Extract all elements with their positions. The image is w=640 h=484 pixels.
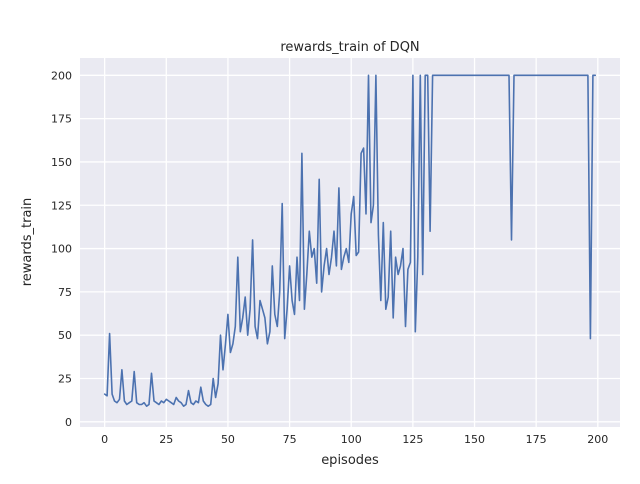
- x-tick-label: 0: [101, 433, 108, 446]
- y-tick-label: 200: [51, 69, 72, 82]
- y-tick-label: 0: [65, 416, 72, 429]
- y-tick-label: 125: [51, 199, 72, 212]
- y-tick-label: 50: [58, 329, 72, 342]
- x-tick-labels: 0 25 50 75 100 125 150 175 200: [101, 433, 608, 446]
- x-tick-label: 200: [587, 433, 608, 446]
- x-tick-label: 75: [283, 433, 297, 446]
- chart-title: rewards_train of DQN: [280, 40, 419, 55]
- x-tick-label: 50: [221, 433, 235, 446]
- rewards-line-series: [103, 74, 597, 407]
- y-tick-label: 25: [58, 372, 72, 385]
- x-axis-label: episodes: [321, 453, 379, 468]
- y-tick-label: 150: [51, 156, 72, 169]
- y-tick-label: 100: [51, 243, 72, 256]
- x-tick-label: 100: [341, 433, 362, 446]
- y-tick-label: 175: [51, 113, 72, 126]
- x-tick-label: 175: [526, 433, 547, 446]
- x-tick-label: 125: [402, 433, 423, 446]
- x-tick-label: 25: [159, 433, 173, 446]
- y-axis-label: rewards_train: [20, 198, 35, 287]
- y-tick-labels: 0 25 50 75 100 125 150 175 200: [51, 69, 72, 428]
- x-tick-label: 150: [464, 433, 485, 446]
- y-tick-label: 75: [58, 286, 72, 299]
- x-gridlines: [104, 58, 599, 427]
